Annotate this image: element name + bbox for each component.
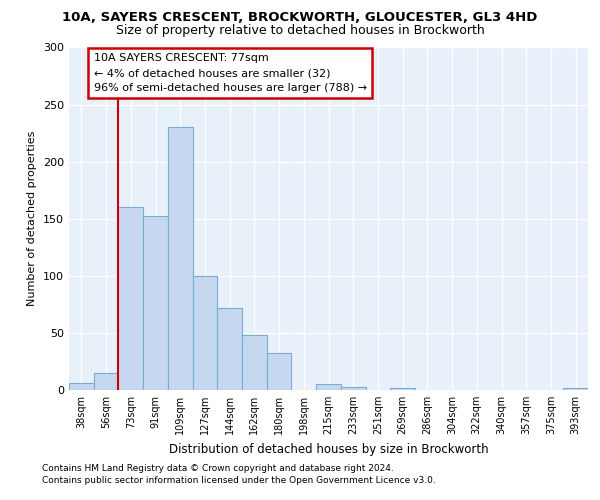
Bar xyxy=(168,128,193,390)
Text: Contains public sector information licensed under the Open Government Licence v3: Contains public sector information licen… xyxy=(42,476,436,485)
Text: 10A SAYERS CRESCENT: 77sqm
← 4% of detached houses are smaller (32)
96% of semi-: 10A SAYERS CRESCENT: 77sqm ← 4% of detac… xyxy=(94,53,367,93)
Bar xyxy=(193,276,217,390)
Bar xyxy=(143,216,168,390)
Bar xyxy=(316,384,341,390)
Y-axis label: Number of detached properties: Number of detached properties xyxy=(28,131,37,306)
Bar xyxy=(242,335,267,390)
Text: Distribution of detached houses by size in Brockworth: Distribution of detached houses by size … xyxy=(169,442,488,456)
Bar xyxy=(267,354,292,390)
Bar xyxy=(563,388,588,390)
Bar xyxy=(69,383,94,390)
Bar xyxy=(118,208,143,390)
Text: Size of property relative to detached houses in Brockworth: Size of property relative to detached ho… xyxy=(116,24,484,37)
Bar xyxy=(341,386,365,390)
Bar xyxy=(217,308,242,390)
Text: Contains HM Land Registry data © Crown copyright and database right 2024.: Contains HM Land Registry data © Crown c… xyxy=(42,464,394,473)
Bar xyxy=(94,373,118,390)
Bar xyxy=(390,388,415,390)
Text: 10A, SAYERS CRESCENT, BROCKWORTH, GLOUCESTER, GL3 4HD: 10A, SAYERS CRESCENT, BROCKWORTH, GLOUCE… xyxy=(62,11,538,24)
